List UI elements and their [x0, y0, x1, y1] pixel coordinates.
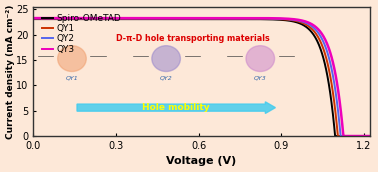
- QY2: [259, 17, 264, 19]
- QY3: [303, 20, 307, 22]
- Text: D-π-D hole transporting materials: D-π-D hole transporting materials: [116, 34, 270, 43]
- Spiro-OMeTAD: [259, 18, 264, 20]
- FancyArrow shape: [77, 102, 276, 114]
- X-axis label: Voltage (V): Voltage (V): [166, 157, 237, 166]
- Line: Spiro-OMeTAD: Spiro-OMeTAD: [33, 19, 378, 136]
- QY1: [303, 23, 307, 25]
- Spiro-OMeTAD: [333, 135, 338, 137]
- QY1: [259, 18, 264, 20]
- QY2: [239, 17, 244, 19]
- Line: QY2: QY2: [33, 18, 378, 136]
- QY2: [31, 17, 36, 19]
- QY2: [340, 135, 345, 137]
- Line: QY1: QY1: [33, 19, 378, 136]
- Ellipse shape: [246, 46, 274, 72]
- Text: Hole mobility: Hole mobility: [143, 103, 210, 112]
- QY3: [31, 17, 36, 19]
- QY3: [239, 17, 244, 19]
- QY1: [336, 135, 341, 137]
- Spiro-OMeTAD: [53, 18, 57, 20]
- QY3: [248, 17, 253, 19]
- Y-axis label: Current density (mA cm⁻²): Current density (mA cm⁻²): [6, 4, 15, 139]
- QY1: [31, 18, 36, 20]
- QY3: [53, 17, 57, 19]
- Ellipse shape: [152, 46, 180, 72]
- QY3: [339, 119, 344, 121]
- QY1: [239, 18, 244, 20]
- QY3: [341, 135, 346, 137]
- Ellipse shape: [58, 46, 86, 72]
- QY1: [340, 135, 345, 137]
- QY1: [248, 18, 253, 20]
- Text: QY2: QY2: [160, 76, 172, 80]
- Legend: Spiro-OMeTAD, QY1, QY2, QY3: Spiro-OMeTAD, QY1, QY2, QY3: [41, 13, 122, 55]
- Spiro-OMeTAD: [239, 18, 244, 20]
- QY1: [53, 18, 57, 20]
- QY2: [303, 22, 307, 24]
- Text: QY1: QY1: [66, 76, 78, 80]
- Spiro-OMeTAD: [303, 25, 307, 27]
- QY2: [248, 17, 253, 19]
- Spiro-OMeTAD: [248, 18, 253, 20]
- QY2: [339, 135, 343, 137]
- Line: QY3: QY3: [33, 18, 378, 136]
- Spiro-OMeTAD: [31, 18, 36, 20]
- QY2: [53, 17, 57, 19]
- Text: QY3: QY3: [254, 76, 266, 80]
- Spiro-OMeTAD: [340, 135, 345, 137]
- QY3: [259, 17, 264, 19]
